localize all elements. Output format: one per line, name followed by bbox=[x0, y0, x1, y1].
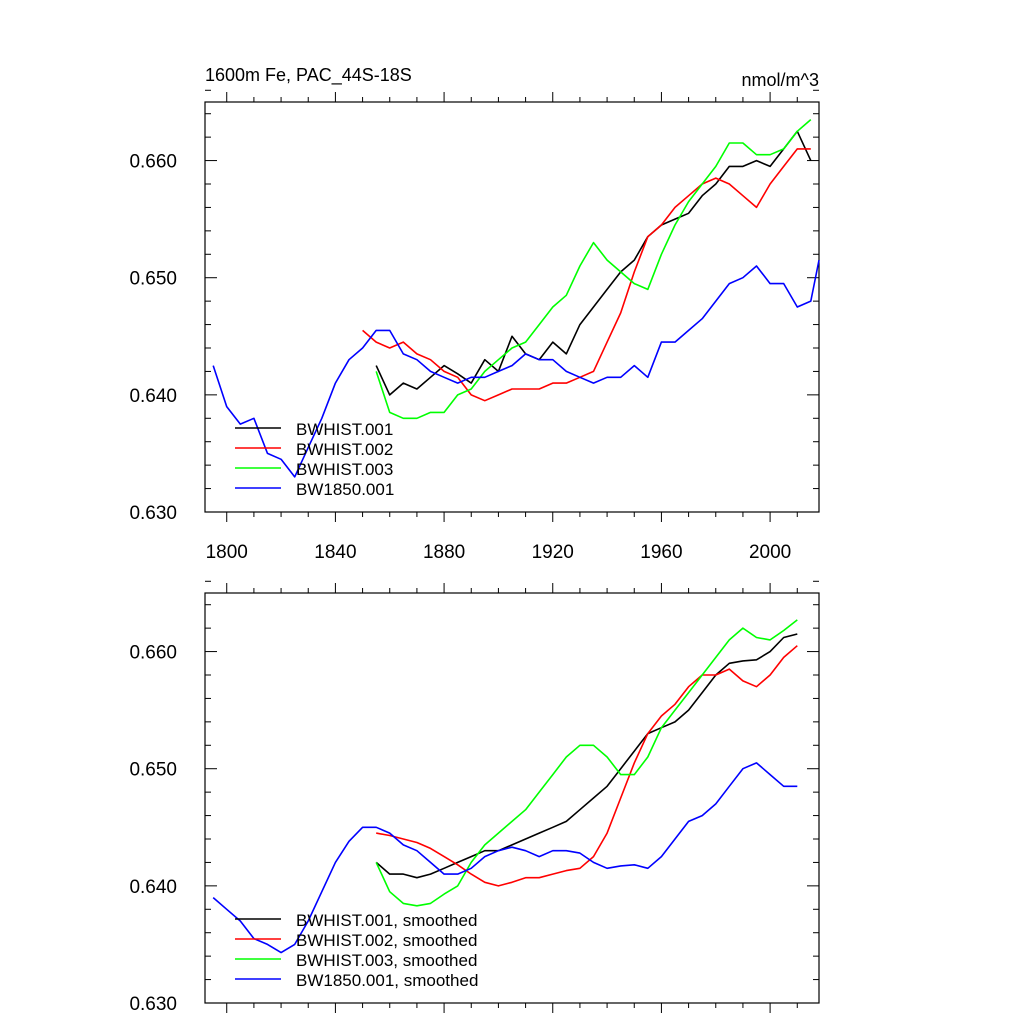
series-line-4 bbox=[212, 762, 798, 954]
y-tick-label: 0.640 bbox=[129, 386, 177, 407]
series-line-2 bbox=[376, 645, 798, 887]
x-tick-label: 2000 bbox=[749, 542, 791, 563]
y-tick-label: 0.650 bbox=[129, 760, 177, 781]
y-tick-label: 0.660 bbox=[129, 643, 177, 664]
series-line-1 bbox=[375, 130, 812, 396]
legend-label: BW1850.001, smoothed bbox=[296, 971, 478, 990]
y-tick-label: 0.650 bbox=[129, 269, 177, 290]
plot-frame bbox=[204, 592, 820, 1004]
y-tick-label: 0.630 bbox=[129, 994, 177, 1015]
y-tick-label: 0.660 bbox=[129, 152, 177, 173]
series-line-3 bbox=[375, 118, 812, 420]
series-line-4 bbox=[212, 259, 820, 478]
series-line-2 bbox=[362, 148, 811, 402]
y-tick-label: 0.630 bbox=[129, 503, 177, 524]
legend-label: BWHIST.001 bbox=[296, 420, 393, 439]
series-line-3 bbox=[375, 619, 798, 907]
y-tick-label: 0.640 bbox=[129, 877, 177, 898]
x-tick-label: 1880 bbox=[423, 542, 465, 563]
legend-label: BW1850.001 bbox=[296, 480, 394, 499]
x-tick-label: 1840 bbox=[314, 542, 356, 563]
x-tick-label: 1920 bbox=[532, 542, 574, 563]
legend-label: BWHIST.003, smoothed bbox=[296, 951, 477, 970]
x-tick-label: 1800 bbox=[206, 542, 248, 563]
chart-panel-1: 1800 1840 1880 1920 1960 2000 0.630 0.640 0.650 0… bbox=[129, 89, 820, 563]
plot-frame bbox=[204, 101, 820, 513]
chart-panel-2: 0.630 0.640 0.650 0.660 BWHIST.001, smoothed… bbox=[129, 580, 820, 1015]
units-label: nmol/m^3 bbox=[742, 70, 819, 90]
legend-label: BWHIST.002, smoothed bbox=[296, 931, 477, 950]
series-line-1 bbox=[375, 633, 798, 879]
x-tick-label: 1960 bbox=[640, 542, 682, 563]
legend-label: BWHIST.002 bbox=[296, 440, 393, 459]
legend-label: BWHIST.001, smoothed bbox=[296, 911, 477, 930]
chart-title: 1600m Fe, PAC_44S-18S bbox=[205, 65, 412, 86]
legend-label: BWHIST.003 bbox=[296, 460, 393, 479]
